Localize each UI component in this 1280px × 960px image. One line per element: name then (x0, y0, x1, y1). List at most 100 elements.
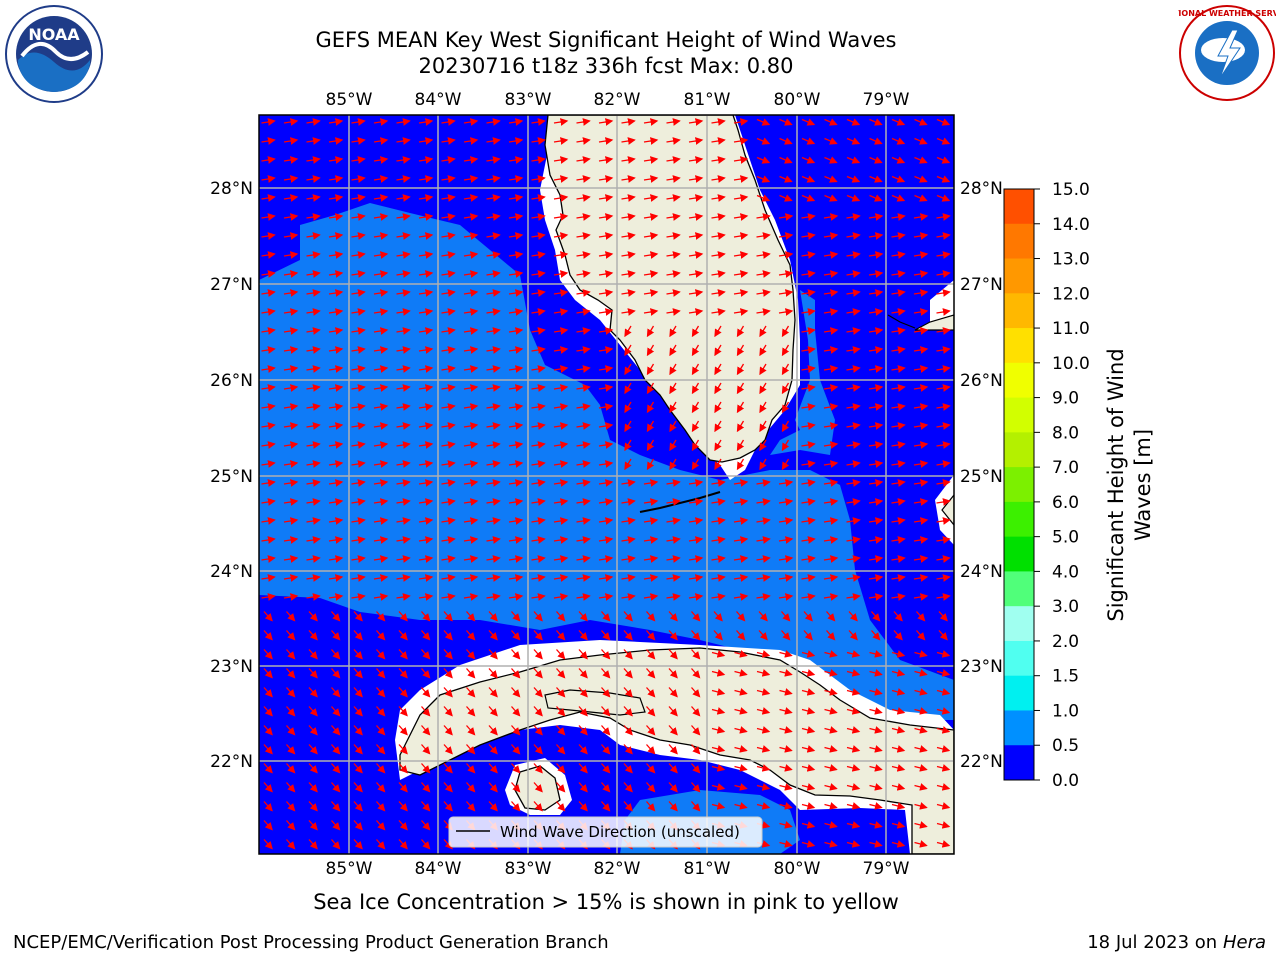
wind-arrow (914, 194, 928, 202)
wind-arrow (714, 325, 722, 338)
wind-arrow (306, 384, 321, 392)
colorbar-segment (1004, 467, 1034, 503)
wind-arrow (376, 630, 386, 641)
wind-arrow (891, 175, 906, 183)
chart-subtitle: 20230716 t18z 336h fcst Max: 0.80 (418, 54, 794, 78)
wind-arrow (308, 744, 318, 755)
wind-arrow (801, 270, 816, 278)
wind-arrow (466, 649, 476, 660)
wind-arrow (553, 498, 569, 506)
wind-arrow (781, 401, 790, 414)
wind-arrow (778, 498, 794, 506)
wind-arrow (869, 650, 883, 658)
wind-arrow (666, 137, 681, 145)
wind-arrow (418, 175, 434, 183)
wind-arrow (801, 460, 816, 468)
wind-arrow (578, 611, 588, 622)
wind-arrow (418, 555, 434, 563)
wind-arrow (758, 630, 768, 641)
wind-arrow (396, 555, 411, 563)
wind-arrow (353, 763, 363, 774)
wind-arrow (373, 422, 389, 430)
wind-arrow (398, 725, 408, 736)
wind-arrow (441, 479, 456, 487)
wind-arrow (646, 611, 656, 622)
wind-arrow (306, 365, 321, 373)
wind-arrow (286, 744, 296, 755)
wind-arrow (418, 213, 434, 221)
wind-arrow (328, 270, 344, 278)
wind-arrow (756, 536, 771, 544)
wind-arrow (623, 744, 633, 755)
wind-arrow (756, 308, 771, 316)
wind-arrow (261, 308, 276, 316)
wind-arrow (283, 194, 299, 202)
wind-arrow (846, 479, 861, 487)
wind-arrow (779, 175, 793, 183)
wind-arrow (936, 232, 951, 240)
wind-arrow (936, 251, 951, 259)
wind-arrow (508, 365, 524, 373)
wind-arrow (778, 308, 794, 316)
wind-arrow (418, 384, 434, 392)
wind-arrow (441, 555, 456, 563)
wind-arrow (373, 384, 389, 392)
wind-arrow (508, 593, 524, 601)
wind-arrow (531, 175, 546, 183)
wind-arrow (643, 118, 659, 126)
wind-arrow (486, 536, 501, 544)
wind-arrow (869, 118, 883, 126)
lon-label-bottom: 81°W (684, 859, 731, 879)
wind-arrow (306, 403, 321, 411)
wind-arrow (711, 517, 726, 525)
wind-arrow (598, 384, 614, 392)
wind-arrow (936, 327, 951, 335)
wind-arrow (576, 251, 591, 259)
wind-arrow (533, 744, 543, 755)
wind-arrow (891, 137, 906, 145)
wind-arrow (711, 289, 726, 297)
wind-arrow (486, 232, 501, 240)
wind-arrow (373, 270, 389, 278)
wind-arrow (328, 574, 344, 582)
wind-arrow (624, 363, 632, 376)
wind-arrow (466, 687, 476, 698)
wind-arrow (508, 536, 524, 544)
wind-arrow (486, 156, 501, 164)
colorbar-segment (1004, 536, 1034, 572)
wind-arrow (801, 137, 816, 145)
wind-arrow (306, 536, 321, 544)
wind-arrow (463, 498, 479, 506)
wind-arrow (688, 270, 704, 278)
wind-arrow (328, 517, 344, 525)
wind-arrow (779, 707, 793, 715)
wind-arrow (486, 270, 501, 278)
wind-arrow (286, 725, 296, 736)
wind-arrow (576, 346, 591, 354)
wind-arrow (846, 574, 861, 582)
wind-arrow (463, 593, 479, 601)
wind-arrow (353, 744, 363, 755)
chart-title: GEFS MEAN Key West Significant Height of… (315, 28, 897, 52)
wind-arrow (823, 593, 839, 601)
wind-arrow (759, 420, 767, 433)
wind-arrow (913, 593, 929, 601)
wind-arrow (624, 344, 632, 357)
wind-arrow (733, 251, 749, 259)
wind-arrow (936, 289, 951, 297)
wind-arrow (714, 382, 722, 395)
wind-arrow (576, 118, 591, 126)
wind-arrow (779, 688, 793, 696)
wind-arrow (553, 384, 569, 392)
wind-arrow (306, 175, 321, 183)
wind-arrow (443, 763, 453, 774)
wind-arrow (624, 401, 632, 414)
wind-arrow (351, 137, 366, 145)
wind-arrow (531, 479, 546, 487)
wind-arrow (891, 441, 906, 449)
wind-arrow (421, 725, 431, 736)
wind-arrow (756, 156, 771, 164)
wind-arrow (508, 384, 524, 392)
wind-arrow (396, 574, 411, 582)
wind-arrow (823, 498, 839, 506)
